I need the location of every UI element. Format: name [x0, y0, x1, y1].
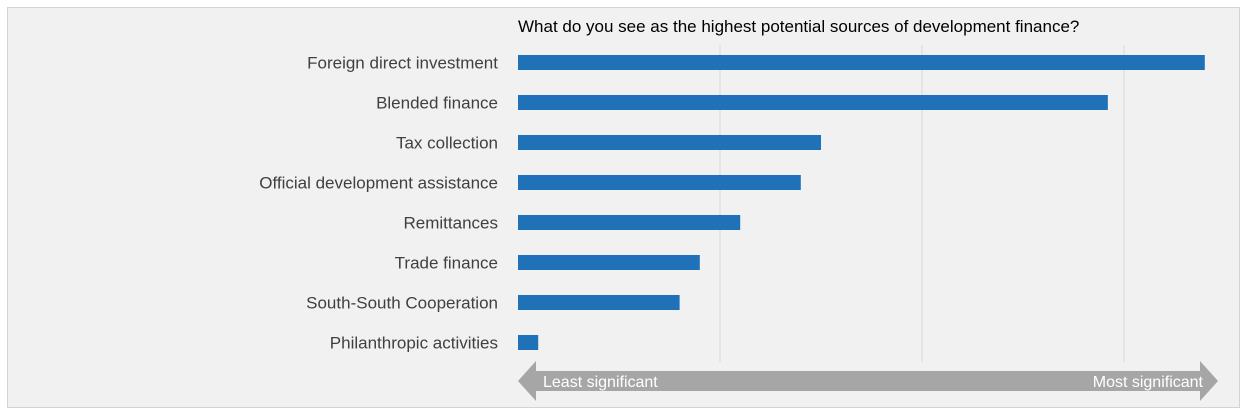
- category-label-south-south-cooperation: South-South Cooperation: [306, 294, 498, 313]
- bar-remittances: [518, 215, 741, 230]
- bar-blended-finance: [518, 95, 1108, 110]
- significance-arrow: Least significant Most significant: [518, 361, 1218, 401]
- bar-philanthropic-activities: [518, 335, 539, 350]
- category-label-remittances: Remittances: [404, 214, 498, 233]
- significance-arrow-shape: [518, 361, 1218, 401]
- bar-tax-collection: [518, 135, 821, 150]
- category-label-tax-collection: Tax collection: [396, 134, 498, 153]
- bar-trade-finance: [518, 255, 700, 270]
- category-label-blended-finance: Blended finance: [376, 94, 498, 113]
- bars: [518, 55, 1205, 350]
- category-label-foreign-direct-investment: Foreign direct investment: [307, 54, 498, 73]
- arrow-label-least-significant: Least significant: [543, 374, 658, 391]
- arrow-label-most-significant: Most significant: [1093, 374, 1204, 391]
- category-labels: Foreign direct investment Blended finance…: [259, 54, 498, 353]
- category-label-philanthropic-activities: Philanthropic activities: [330, 334, 498, 353]
- gridlines: [719, 45, 1125, 362]
- chart-frame: [7, 7, 1240, 408]
- bar-official-development-assistance: [518, 175, 801, 190]
- category-label-official-development-assistance: Official development assistance: [259, 174, 498, 193]
- bar-south-south-cooperation: [518, 295, 680, 310]
- bar-foreign-direct-investment: [518, 55, 1205, 70]
- chart-title: What do you see as the highest potential…: [518, 17, 1079, 36]
- category-label-trade-finance: Trade finance: [395, 254, 498, 273]
